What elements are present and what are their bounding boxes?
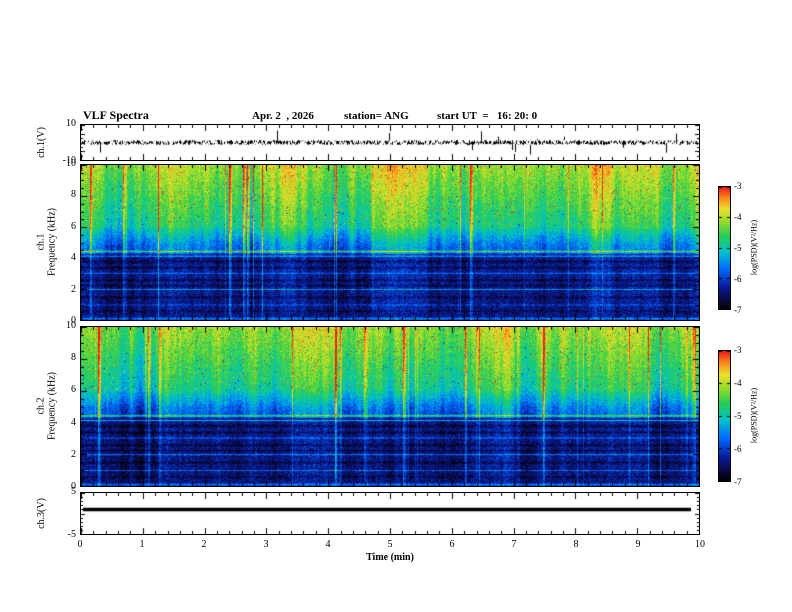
figure-title: VLF Spectra [83,108,149,122]
y-tick-label: 6 [71,220,76,232]
y-tick-label: 6 [71,384,76,396]
ch1-voltage-axis-text: ch.1(V) [36,127,47,158]
y-tick-label: 4 [71,416,76,428]
colorbar-tick-label: -4 [734,378,742,388]
colorbar-tick-label: -5 [734,411,742,421]
colorbar-tick-label: -7 [734,477,742,487]
colorbar-tick-label: -5 [734,243,742,253]
ch2-label-line1: ch.2 [35,397,47,415]
x-tick-label: 3 [263,539,269,550]
x-tick-label: 6 [449,539,455,550]
ch1-label-line1: ch.1 [35,233,47,251]
x-tick-label: 0 [77,539,83,550]
colorbar-ch2-canvas [719,351,730,481]
y-tick-label: 2 [71,283,76,295]
colorbar-ch1-canvas [719,187,730,309]
y-tick-label: 10 [66,158,76,169]
y-tick-label: 5 [71,486,76,497]
ch2-frequency-axis-label: ch.2 Frequency (kHz) [36,326,58,487]
ch3-waveform-panel [80,492,700,535]
y-tick-label: 10 [66,118,76,129]
y-tick-label: -10 [62,155,76,166]
ch3-waveform-canvas [81,493,699,534]
ch2-label-line2: Frequency (kHz) [46,371,58,441]
x-axis-title: Time (min) [366,552,414,563]
ch1-waveform-panel [80,124,700,161]
ch2-spectrogram-canvas [81,327,699,486]
y-tick-label: 0 [71,481,76,492]
colorbar-tick-label: -3 [734,345,742,355]
figure-station: station= ANG [344,110,409,122]
ch1-label-line2: Frequency (kHz) [46,207,58,277]
ch1-spectrogram-canvas [81,165,699,320]
x-tick-label: 2 [201,539,207,550]
y-tick-label: 0 [71,315,76,326]
colorbar-tick-label: -6 [734,274,742,284]
x-tick-label: 5 [387,539,393,550]
ch1-spectrogram-panel [80,164,700,321]
ch1-waveform-canvas [81,125,699,160]
colorbar-tick-label: -6 [734,444,742,454]
x-tick-label: 8 [573,539,579,550]
ch1-frequency-axis-label: ch.1 Frequency (kHz) [36,164,58,321]
figure-date: Apr. 2 , 2026 [252,110,314,122]
x-tick-label: 10 [695,539,705,550]
colorbar-tick-label: -3 [734,181,742,191]
y-tick-label: 8 [71,189,76,201]
x-tick-label: 7 [511,539,517,550]
colorbar-ch1 [718,186,731,310]
colorbar-tick-label: -7 [734,305,742,315]
colorbar-tick-label: -4 [734,212,742,222]
y-tick-label: 4 [71,252,76,264]
y-tick-label: 10 [66,320,76,331]
colorbar-ch2 [718,350,731,482]
figure-start-ut: start UT = 16: 20: 0 [437,110,538,122]
x-tick-label: 9 [635,539,641,550]
x-tick-label: 1 [139,539,145,550]
ch2-spectrogram-panel [80,326,700,487]
y-tick-label: 2 [71,448,76,460]
ch3-voltage-axis-text: ch.3(V) [36,498,47,529]
y-tick-label: 8 [71,352,76,364]
y-tick-label: -5 [67,529,76,540]
x-tick-label: 4 [325,539,331,550]
